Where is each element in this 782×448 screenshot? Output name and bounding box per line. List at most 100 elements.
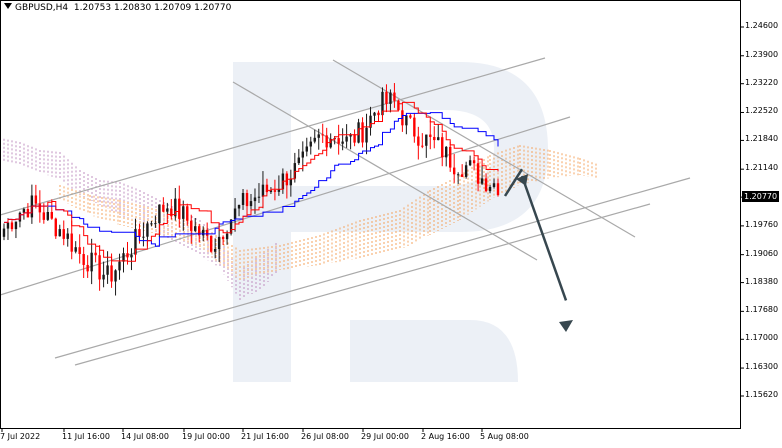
- candle-body: [305, 146, 308, 152]
- candle-body: [353, 134, 356, 143]
- candle-body: [389, 92, 392, 104]
- candle-body: [146, 223, 149, 237]
- candle-body: [237, 204, 241, 209]
- time-tick-label: 26 Jul 08:00: [301, 432, 349, 441]
- candle-body: [110, 265, 113, 282]
- candle-body: [102, 274, 105, 280]
- candle-body: [452, 167, 456, 175]
- candle-body: [50, 212, 53, 219]
- candle-body: [122, 253, 125, 262]
- candle-body: [289, 178, 293, 186]
- watermark-logo: [233, 62, 548, 382]
- candle-body: [166, 208, 169, 212]
- forecast-arrow-down-head: [559, 320, 573, 332]
- candle-body: [385, 91, 388, 104]
- candle-body: [106, 265, 109, 275]
- candle-body: [253, 197, 257, 202]
- candle-body: [417, 136, 420, 146]
- symbol-header: GBPUSD,H4 1.20753 1.20830 1.20709 1.2077…: [4, 3, 231, 13]
- candle-body: [468, 160, 472, 166]
- trend-line: [232, 81, 538, 261]
- candle-body: [241, 193, 245, 205]
- candle-body: [441, 137, 444, 158]
- candle-body: [472, 160, 476, 164]
- price-tick-label: 1.24600: [745, 21, 779, 30]
- candle-body: [170, 208, 173, 217]
- watermark-foot: [350, 320, 518, 382]
- candle-body: [174, 198, 177, 217]
- candle-body: [273, 190, 277, 192]
- time-tick-label: 11 Jul 16:00: [62, 432, 110, 441]
- candle-body: [261, 184, 265, 197]
- candle-body: [46, 212, 50, 220]
- candle-body: [301, 151, 304, 158]
- candle-body: [377, 112, 380, 116]
- candle-body: [10, 222, 14, 230]
- candle-body: [277, 189, 281, 192]
- price-tick-label: 1.21140: [745, 163, 779, 173]
- candle-body: [201, 229, 205, 236]
- trend-line: [54, 177, 691, 359]
- trend-lines[interactable]: [0, 57, 691, 366]
- candle-body: [118, 261, 121, 271]
- candle-body: [86, 264, 89, 272]
- chart-frame: [0, 0, 744, 432]
- price-tick-label: 1.23220: [745, 77, 779, 87]
- candle-body: [425, 134, 428, 146]
- kijun-sen-line: [4, 112, 499, 247]
- candle-body: [421, 145, 424, 147]
- candle-body: [325, 135, 328, 148]
- candle-body: [496, 183, 500, 196]
- candle-body: [337, 138, 340, 144]
- candle-body: [162, 204, 165, 212]
- candle-body: [476, 163, 480, 184]
- candle-body: [413, 117, 416, 137]
- candle-body: [150, 223, 153, 225]
- candle-body: [138, 229, 141, 237]
- candle-body: [313, 137, 316, 142]
- candles[interactable]: [2, 83, 500, 296]
- candle-body: [217, 236, 221, 250]
- candle-body: [460, 174, 464, 177]
- trend-line: [74, 203, 651, 366]
- candle-body: [78, 247, 81, 255]
- candle-body: [464, 165, 468, 177]
- candle-body: [269, 190, 273, 193]
- candle-body: [126, 253, 129, 258]
- time-tick-label: 2 Aug 16:00: [421, 432, 470, 441]
- price-tick-label: 1.17000: [745, 333, 779, 343]
- candle-body: [433, 136, 436, 141]
- candle-body: [182, 206, 185, 219]
- candle-body: [249, 201, 253, 207]
- trend-line: [0, 57, 546, 216]
- candle-body: [369, 115, 372, 128]
- candle-body: [365, 127, 368, 143]
- candle-body: [54, 218, 57, 237]
- time-tick-label: 19 Jul 00:00: [182, 432, 230, 441]
- candle-body: [213, 249, 217, 252]
- dropdown-triangle-icon[interactable]: [4, 3, 12, 9]
- trend-line: [332, 59, 636, 238]
- candle-body: [361, 122, 364, 143]
- candle-body: [190, 220, 193, 231]
- candle-body: [186, 206, 189, 221]
- candle-body: [456, 174, 460, 176]
- candle-body: [194, 226, 197, 231]
- candle-body: [492, 183, 496, 187]
- candle-body: [74, 247, 77, 252]
- candle-body: [42, 212, 46, 220]
- candle-body: [209, 235, 213, 252]
- candle-body: [393, 92, 396, 101]
- price-tick-label: 1.17680: [745, 305, 779, 315]
- candle-body: [480, 178, 484, 184]
- time-tick-label: 7 Jul 2022: [0, 432, 41, 441]
- candle-body: [484, 178, 488, 192]
- candle-body: [225, 233, 229, 240]
- candle-body: [114, 270, 117, 282]
- candle-body: [341, 141, 344, 144]
- price-tick-label: 1.16300: [745, 362, 779, 372]
- price-tick-label: 1.19760: [745, 219, 779, 229]
- candle-body: [2, 228, 6, 237]
